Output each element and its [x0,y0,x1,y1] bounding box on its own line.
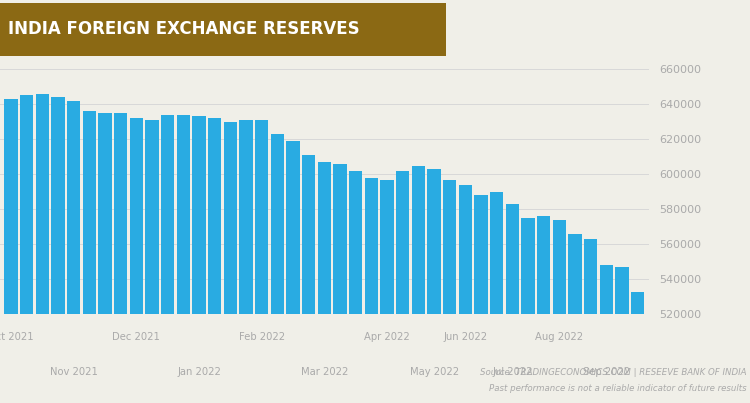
Text: Source: TRADINGECONOMICS.COM | RESEEVE BANK OF INDIA: Source: TRADINGECONOMICS.COM | RESEEVE B… [480,368,746,377]
Bar [553,220,566,403]
Text: Past performance is not a reliable indicator of future results: Past performance is not a reliable indic… [489,384,746,393]
Bar [36,94,49,403]
Bar [584,239,598,403]
Bar [364,178,378,403]
Bar [20,96,33,403]
Bar [98,113,112,403]
Bar [443,179,457,403]
Text: INDIA FOREIGN EXCHANGE RESERVES: INDIA FOREIGN EXCHANGE RESERVES [8,21,360,38]
Bar [114,113,128,403]
Bar [318,162,331,403]
Text: Aug 2022: Aug 2022 [536,332,584,343]
Bar [631,292,644,403]
Bar [427,169,441,403]
Bar [412,166,425,403]
Bar [537,216,550,403]
Bar [490,192,503,403]
Bar [475,195,488,403]
Text: Dec 2021: Dec 2021 [112,332,160,343]
Text: Nov 2021: Nov 2021 [50,367,98,377]
Bar [177,115,190,403]
Bar [349,171,362,403]
Bar [67,101,80,403]
Bar [334,164,346,403]
Bar [51,97,64,403]
Bar [600,265,613,403]
Text: Feb 2022: Feb 2022 [238,332,285,343]
Bar [302,155,315,403]
Text: Jul 2022: Jul 2022 [492,367,532,377]
Text: Jun 2022: Jun 2022 [443,332,488,343]
Text: Sep 2022: Sep 2022 [583,367,630,377]
Bar [271,134,284,403]
Bar [521,218,535,403]
Bar [568,234,582,403]
Bar [4,99,18,403]
Bar [380,179,394,403]
Text: Oct 2021: Oct 2021 [0,332,34,343]
Bar [192,116,206,403]
Text: May 2022: May 2022 [410,367,459,377]
Bar [255,120,268,403]
Bar [82,111,96,403]
Text: Jan 2022: Jan 2022 [177,367,221,377]
Bar [286,141,300,403]
Bar [130,118,143,403]
Bar [161,115,174,403]
Text: Mar 2022: Mar 2022 [301,367,348,377]
Bar [146,120,159,403]
Bar [616,267,628,403]
Bar [459,185,472,403]
Bar [396,171,410,403]
Bar [208,118,221,403]
Text: Apr 2022: Apr 2022 [364,332,410,343]
Bar [224,122,237,403]
Bar [239,120,253,403]
Bar [506,204,519,403]
